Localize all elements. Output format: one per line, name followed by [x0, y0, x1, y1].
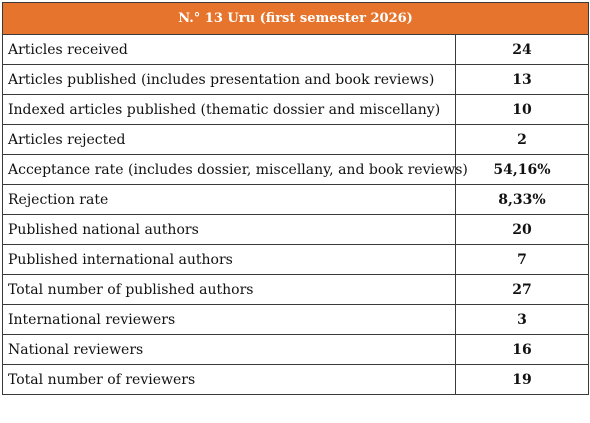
- table-row: Acceptance rate (includes dossier, misce…: [2, 154, 590, 185]
- table-row: International reviewers 3: [2, 304, 590, 335]
- row-label: Articles received: [2, 34, 456, 65]
- row-label: Articles rejected: [2, 124, 456, 155]
- row-label: Total number of reviewers: [2, 364, 456, 395]
- row-label: Total number of published authors: [2, 274, 456, 305]
- row-label: Published national authors: [2, 214, 456, 245]
- table-row: Published national authors 20: [2, 214, 590, 245]
- row-value: 20: [454, 214, 590, 245]
- row-value: 10: [454, 94, 590, 125]
- table-row: National reviewers 16: [2, 334, 590, 365]
- table-row: Total number of reviewers 19: [2, 364, 590, 395]
- table-row: Articles rejected 2: [2, 124, 590, 155]
- table-row: Indexed articles published (thematic dos…: [2, 94, 590, 125]
- row-value: 19: [454, 364, 590, 395]
- table-row: Published international authors 7: [2, 244, 590, 275]
- row-value: 7: [454, 244, 590, 275]
- table-header-row: N.° 13 Uru (first semester 2026): [1, 2, 590, 35]
- row-label: International reviewers: [2, 304, 456, 335]
- row-value: 54,16%: [454, 154, 590, 185]
- row-value: 13: [454, 64, 590, 95]
- row-label: Articles published (includes presentatio…: [2, 64, 456, 95]
- row-label: National reviewers: [2, 334, 456, 365]
- row-value: 8,33%: [454, 184, 590, 215]
- row-label: Published international authors: [2, 244, 456, 275]
- table-row: Articles published (includes presentatio…: [2, 64, 590, 95]
- row-label: Acceptance rate (includes dossier, misce…: [2, 154, 468, 185]
- table-row: Total number of published authors 27: [2, 274, 590, 305]
- row-value: 24: [454, 34, 590, 65]
- row-value: 16: [454, 334, 590, 365]
- row-value: 2: [454, 124, 590, 155]
- row-label: Indexed articles published (thematic dos…: [2, 94, 456, 125]
- table-row: Articles received 24: [2, 34, 590, 65]
- stats-table: N.° 13 Uru (first semester 2026) Article…: [1, 2, 590, 395]
- row-value: 27: [454, 274, 590, 305]
- table-row: Rejection rate 8,33%: [2, 184, 590, 215]
- table-title: N.° 13 Uru (first semester 2026): [1, 2, 590, 35]
- row-label: Rejection rate: [2, 184, 456, 215]
- row-value: 3: [454, 304, 590, 335]
